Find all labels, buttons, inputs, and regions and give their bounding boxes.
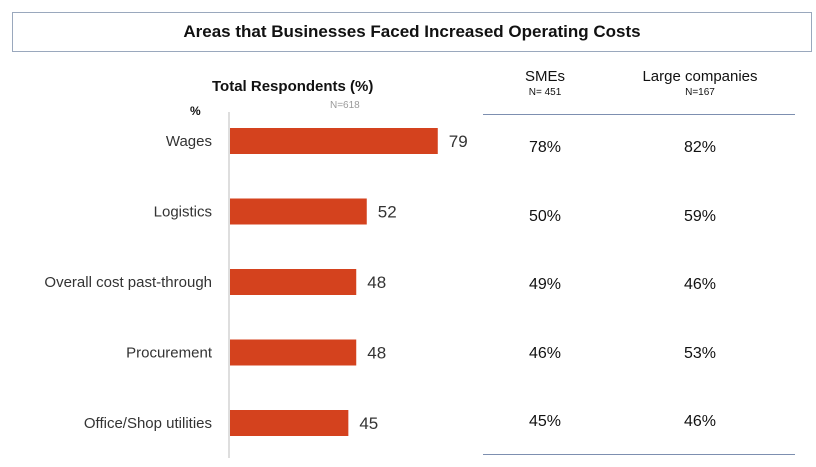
column-n-smes: N= 451 [528,87,562,98]
table-cell-smes: 78% [528,139,562,156]
bar-value-label: 79 [449,132,468,151]
table-header-divider [483,114,795,115]
table-cell-large-companies: 82% [683,139,717,156]
bar [230,410,349,436]
bar [230,198,367,225]
bar [230,269,357,295]
chart-main-title: Areas that Businesses Faced Increased Op… [12,12,812,52]
table-cell-smes: 45% [528,413,562,430]
table-cell-smes: 50% [528,207,562,225]
category-label: Wages [166,133,212,150]
chart-subtitle-total: Total Respondents (%) [212,78,374,95]
bar-value-label: 48 [367,273,386,292]
bar [230,128,438,154]
bar [230,339,357,366]
column-name-smes: SMEs [524,68,565,85]
column-header-smes: SMEs N= 451 [495,68,595,98]
category-label: Procurement [126,345,213,362]
category-label: Overall cost past-through [44,274,212,291]
column-header-large-companies: Large companies N=167 [612,68,788,98]
category-label: Office/Shop utilities [84,415,212,432]
table-cell-large-companies: 46% [683,413,717,430]
column-n-large-companies: N=167 [685,87,715,98]
table-cell-smes: 49% [528,276,562,293]
bar-value-label: 48 [367,344,386,363]
column-name-large-companies: Large companies [642,68,758,85]
bar-value-label: 45 [359,414,378,433]
table-footer-divider [483,454,795,455]
bar-value-label: 52 [378,203,397,222]
chart-sample-size: N=618 [330,100,360,111]
table-cell-large-companies: 53% [683,344,717,362]
table-cell-large-companies: 59% [683,207,717,225]
percent-axis-label: % [190,104,201,118]
table-cell-large-companies: 46% [683,276,717,293]
category-label: Logistics [154,204,212,221]
table-cell-smes: 46% [528,344,562,362]
